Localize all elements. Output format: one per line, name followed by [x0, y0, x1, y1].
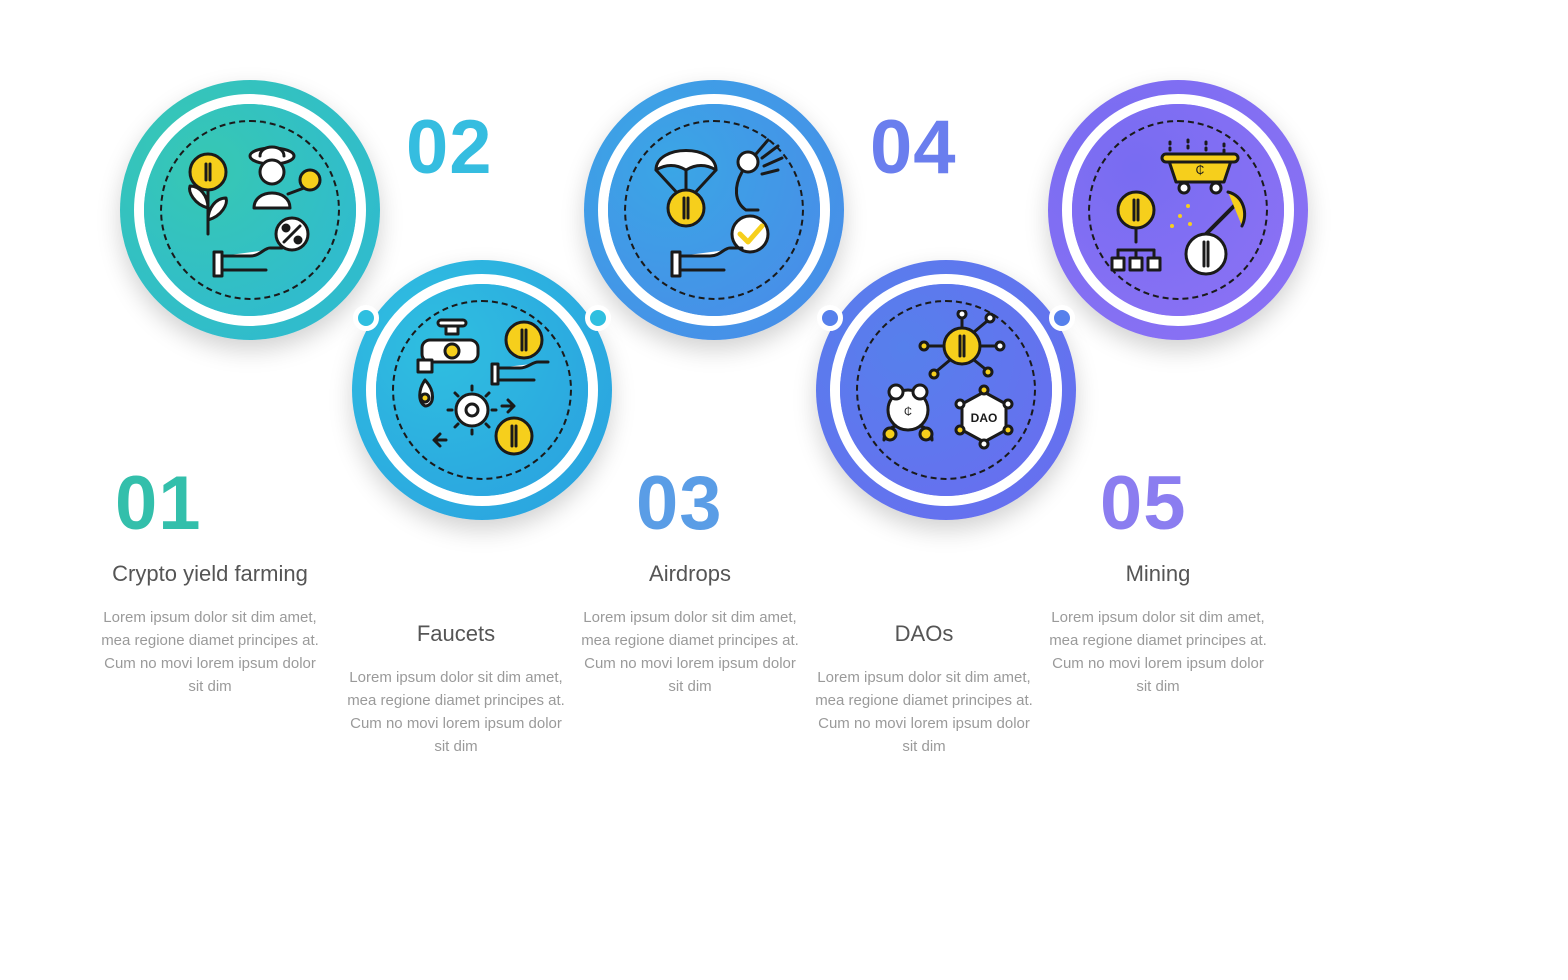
- step-circle-1: [120, 80, 380, 340]
- airdrops-icon: [634, 130, 794, 290]
- svg-text:DAO: DAO: [971, 411, 998, 425]
- step-body: Lorem ipsum dolor sit dim amet, mea regi…: [100, 606, 320, 699]
- step-text-4: DAOs Lorem ipsum dolor sit dim amet, mea…: [814, 620, 1034, 759]
- step-title: Crypto yield farming: [100, 560, 320, 588]
- step-body: Lorem ipsum dolor sit dim amet, mea regi…: [346, 666, 566, 759]
- svg-text:₵: ₵: [1196, 163, 1205, 177]
- step-body: Lorem ipsum dolor sit dim amet, mea regi…: [814, 666, 1034, 759]
- connector-dot: [1049, 305, 1075, 331]
- step-title: Mining: [1048, 560, 1268, 588]
- faucets-icon: [402, 310, 562, 470]
- step-title: Airdrops: [580, 560, 800, 588]
- step-circle-3: [584, 80, 844, 340]
- step-circle-5: ₵: [1048, 80, 1308, 340]
- step-title: Faucets: [346, 620, 566, 648]
- daos-icon: ₵ DAO: [866, 310, 1026, 470]
- step-circle-2: [352, 260, 612, 520]
- step-text-2: Faucets Lorem ipsum dolor sit dim amet, …: [346, 620, 566, 759]
- connector-dot: [585, 305, 611, 331]
- step-circle-4: ₵ DAO: [816, 260, 1076, 520]
- step-body: Lorem ipsum dolor sit dim amet, mea regi…: [580, 606, 800, 699]
- step-text-3: Airdrops Lorem ipsum dolor sit dim amet,…: [580, 560, 800, 699]
- step-number-2: 02: [406, 104, 493, 191]
- step-text-5: Mining Lorem ipsum dolor sit dim amet, m…: [1048, 560, 1268, 699]
- step-number-3: 03: [636, 460, 723, 547]
- step-number-1: 01: [115, 460, 202, 547]
- mining-icon: ₵: [1098, 130, 1258, 290]
- infographic-stage: ₵ DAO: [120, 60, 1448, 920]
- farming-icon: [170, 130, 330, 290]
- step-number-4: 04: [870, 104, 957, 191]
- svg-text:₵: ₵: [904, 406, 912, 418]
- connector-dot: [817, 305, 843, 331]
- step-body: Lorem ipsum dolor sit dim amet, mea regi…: [1048, 606, 1268, 699]
- step-number-5: 05: [1100, 460, 1187, 547]
- connector-dot: [353, 305, 379, 331]
- step-title: DAOs: [814, 620, 1034, 648]
- step-text-1: Crypto yield farming Lorem ipsum dolor s…: [100, 560, 320, 699]
